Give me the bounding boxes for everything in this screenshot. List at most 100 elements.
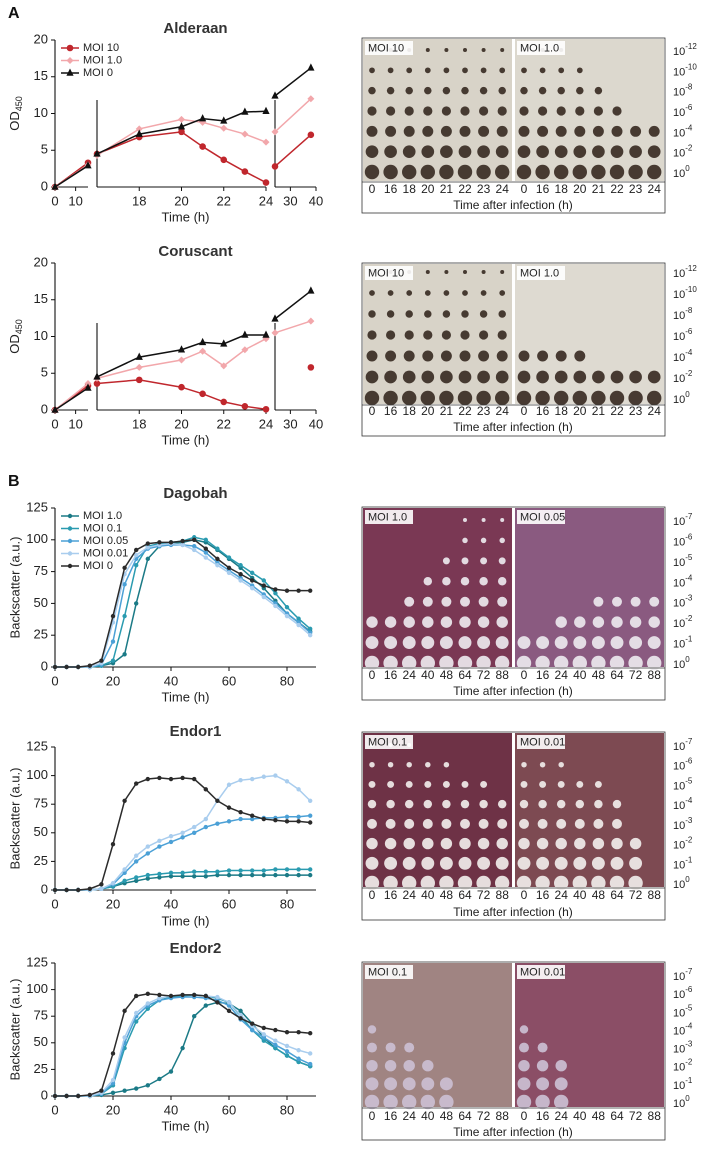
marker [157,875,162,880]
marker [168,993,174,999]
marker [157,775,162,781]
marker [238,872,243,878]
plate-spot [517,1077,531,1091]
plate-spot [423,577,433,586]
dilution-base: 10 [673,879,685,891]
plate-spot [457,390,473,406]
marker [273,1042,278,1048]
plate-time-label: 21 [440,404,454,418]
x-tick-label: 60 [222,673,236,688]
marker [76,887,81,893]
plate-time-label: 0 [369,888,376,902]
plate-spot [365,370,379,384]
plate-spot [519,818,529,829]
plate-spot [479,799,488,809]
y-axis-label: Backscatter (a.u.) [7,979,22,1081]
plate-time-label: 64 [610,1109,624,1123]
plate-time-label: 0 [521,888,528,902]
x-tick-label: 0 [51,416,58,431]
marker [273,872,278,878]
plate-label-box [517,735,565,749]
marker [220,156,228,164]
plate-spot [477,636,491,650]
marker [51,182,59,190]
plate-time-label: 88 [648,668,662,682]
plate-spot [477,145,490,159]
plate-spot [480,780,488,788]
plate-spot [609,655,625,671]
x-axis-label: Time (h) [162,913,210,928]
marker [203,546,209,551]
dilution-base: 10 [673,800,685,812]
plate-spot [555,837,567,850]
dilution-exponent: -7 [685,737,693,746]
plate-spot [628,390,643,406]
plate-time-label: 40 [421,668,435,682]
plate-label: MOI 1.0 [368,511,407,523]
plate-spot [516,875,532,891]
plate-spot [422,125,434,137]
marker [296,616,301,621]
marker [226,1000,232,1005]
marker [145,991,151,997]
marker [177,122,186,130]
x-tick-label: 40 [309,193,323,208]
dilution-exponent: -2 [685,144,693,153]
plate-spot [368,86,376,95]
plate-spot [517,145,531,159]
plate-spot [647,145,661,159]
plate-label-box [365,510,413,524]
marker [238,563,243,568]
legend-marker [66,44,74,52]
plate-spot [575,799,585,809]
plate-spot [402,370,416,384]
dilution-base: 10 [673,66,685,78]
plate-time-label: 23 [477,404,491,418]
y-axis-label: Backscatter (a.u.) [7,537,22,639]
plate-spot [555,350,567,362]
plate-spot [496,616,508,628]
marker [134,859,139,864]
marker [199,337,207,346]
marker [145,876,151,881]
plate-spot [535,875,550,891]
plate-spot [460,799,470,809]
y-tick-label: 0 [41,178,48,193]
plate-spot [366,837,378,850]
plate-time-label: 16 [536,1109,550,1123]
dilution-exponent: -1 [685,855,693,864]
plate-label: MOI 10 [368,267,404,279]
plate-spot [423,106,433,116]
marker [192,547,197,553]
plate-spot [554,875,569,891]
dilution-label: 10-2 [673,369,693,385]
plate-time-label: 24 [496,404,510,418]
marker [203,874,209,879]
x-tick-label: 40 [164,1102,178,1117]
plate-spot [368,780,376,788]
plate-spot [647,655,662,671]
plate-spot [480,557,488,565]
plate-spot [554,856,568,870]
marker [241,346,249,354]
plate-spot [439,390,454,406]
plate-spot [439,636,453,650]
plate-spot [495,145,509,159]
plate-spot [557,86,565,95]
marker [226,1008,232,1014]
y-tick-label: 75 [34,563,48,578]
x-tick-label: 24 [259,416,273,431]
y-axis-label-sub: 450 [14,319,24,334]
marker [226,872,232,878]
plate-time-label: 23 [629,182,643,196]
plate-spot [424,290,431,296]
dilution-exponent: -7 [685,967,693,976]
plate-time-label: 88 [496,888,510,902]
plate-spot [402,145,416,159]
plate-spot [479,86,488,95]
dilution-base: 10 [673,87,685,99]
marker [307,364,315,371]
marker [226,805,232,810]
x-tick-label: 30 [283,193,297,208]
plate-spot [572,390,587,406]
